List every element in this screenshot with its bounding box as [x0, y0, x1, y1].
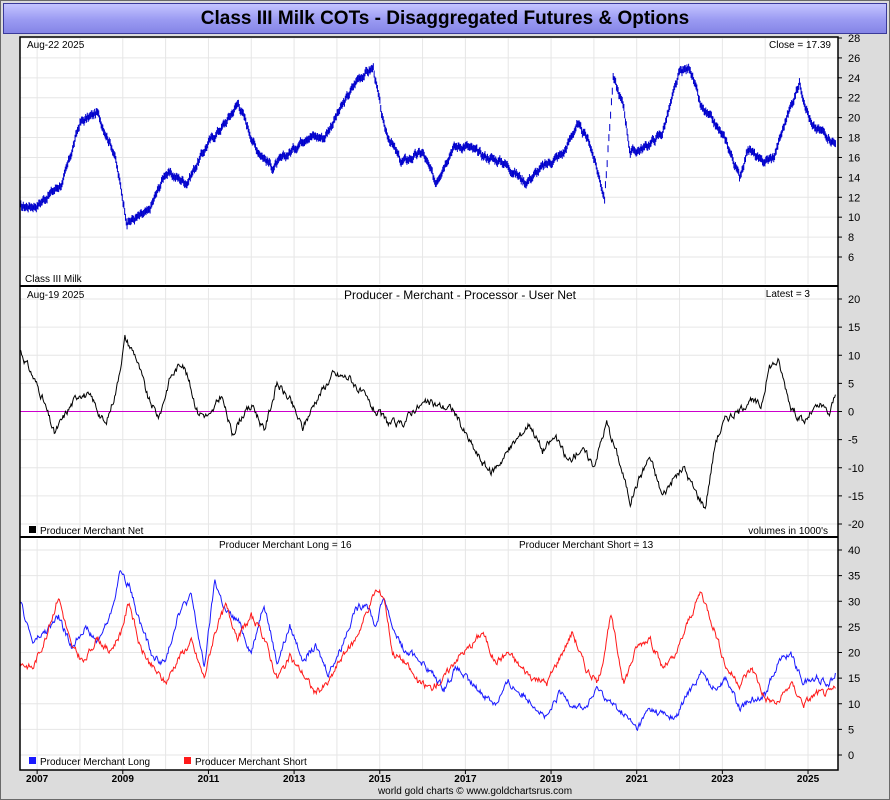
grid-layer — [20, 37, 838, 769]
net-ytick-label: -10 — [848, 463, 864, 475]
longshort-ytick-label: 15 — [848, 673, 860, 685]
volumes-note: volumes in 1000's — [748, 526, 828, 537]
short-legend-swatch — [184, 757, 191, 764]
net-ytick-label: 10 — [848, 350, 860, 362]
longshort-ytick-label: 5 — [848, 724, 854, 736]
chart-title: Class III Milk COTs - Disaggregated Futu… — [3, 3, 887, 34]
longshort-ytick-label: 40 — [848, 545, 860, 557]
long-readout: Producer Merchant Long = 16 — [219, 540, 352, 551]
x-tick-label: 2011 — [198, 774, 220, 785]
x-tick-label: 2007 — [26, 774, 49, 785]
net-ytick-label: 15 — [848, 322, 860, 334]
price-close-readout: Close = 17.39 — [769, 40, 831, 51]
price-ytick-label: 6 — [848, 252, 854, 264]
net-ytick-label: -5 — [848, 435, 858, 447]
net-series-line — [19, 334, 836, 510]
price-ytick-label: 22 — [848, 93, 860, 105]
net-ytick-label: -15 — [848, 491, 864, 503]
price-ytick-label: 26 — [848, 53, 860, 65]
x-tick-label: 2013 — [283, 774, 306, 785]
price-legend: Class III Milk — [25, 274, 83, 285]
net-date-label: Aug-19 2025 — [27, 290, 85, 301]
net-panel-title: Producer - Merchant - Processor - User N… — [344, 288, 577, 302]
x-tick-label: 2019 — [540, 774, 563, 785]
axis-layer: 282624222018161412108620151050-5-10-15-2… — [26, 33, 864, 785]
net-ytick-label: -20 — [848, 519, 864, 531]
plot-border — [19, 36, 839, 771]
longshort-ytick-label: 20 — [848, 648, 860, 660]
net-legend-label: Producer Merchant Net — [40, 526, 144, 537]
series-layer — [19, 63, 838, 732]
price-ytick-label: 24 — [848, 73, 860, 85]
price-ytick-label: 14 — [848, 172, 860, 184]
longshort-ytick-label: 10 — [848, 699, 860, 711]
price-ytick-label: 20 — [848, 113, 860, 125]
net-legend-swatch — [29, 526, 36, 533]
price-date-label: Aug-22 2025 — [27, 40, 85, 51]
price-ytick-label: 28 — [848, 33, 860, 45]
price-ytick-label: 18 — [848, 133, 860, 145]
long-legend-swatch — [29, 757, 36, 764]
x-tick-label: 2015 — [369, 774, 392, 785]
long-series-line — [19, 570, 836, 732]
price-ytick-label: 16 — [848, 152, 860, 164]
net-latest-readout: Latest = 3 — [766, 289, 811, 300]
net-ytick-label: 0 — [848, 407, 854, 419]
x-tick-label: 2009 — [112, 774, 135, 785]
x-tick-label: 2021 — [626, 774, 649, 785]
short-readout: Producer Merchant Short = 13 — [519, 540, 654, 551]
net-ytick-label: 20 — [848, 294, 860, 306]
long-legend-label: Producer Merchant Long — [40, 757, 150, 768]
longshort-ytick-label: 25 — [848, 622, 860, 634]
price-ytick-label: 8 — [848, 232, 854, 244]
price-ytick-label: 12 — [848, 192, 860, 204]
longshort-ytick-label: 35 — [848, 571, 860, 583]
longshort-ytick-label: 0 — [848, 750, 854, 762]
net-ytick-label: 5 — [848, 378, 854, 390]
short-series-line — [19, 588, 836, 709]
short-legend-label: Producer Merchant Short — [195, 757, 307, 768]
x-tick-label: 2017 — [454, 774, 477, 785]
x-tick-label: 2025 — [797, 774, 820, 785]
footer-credit: world gold charts © www.goldchartsrus.co… — [377, 786, 572, 797]
x-tick-label: 2023 — [711, 774, 734, 785]
longshort-ytick-label: 30 — [848, 596, 860, 608]
price-ytick-label: 10 — [848, 212, 860, 224]
